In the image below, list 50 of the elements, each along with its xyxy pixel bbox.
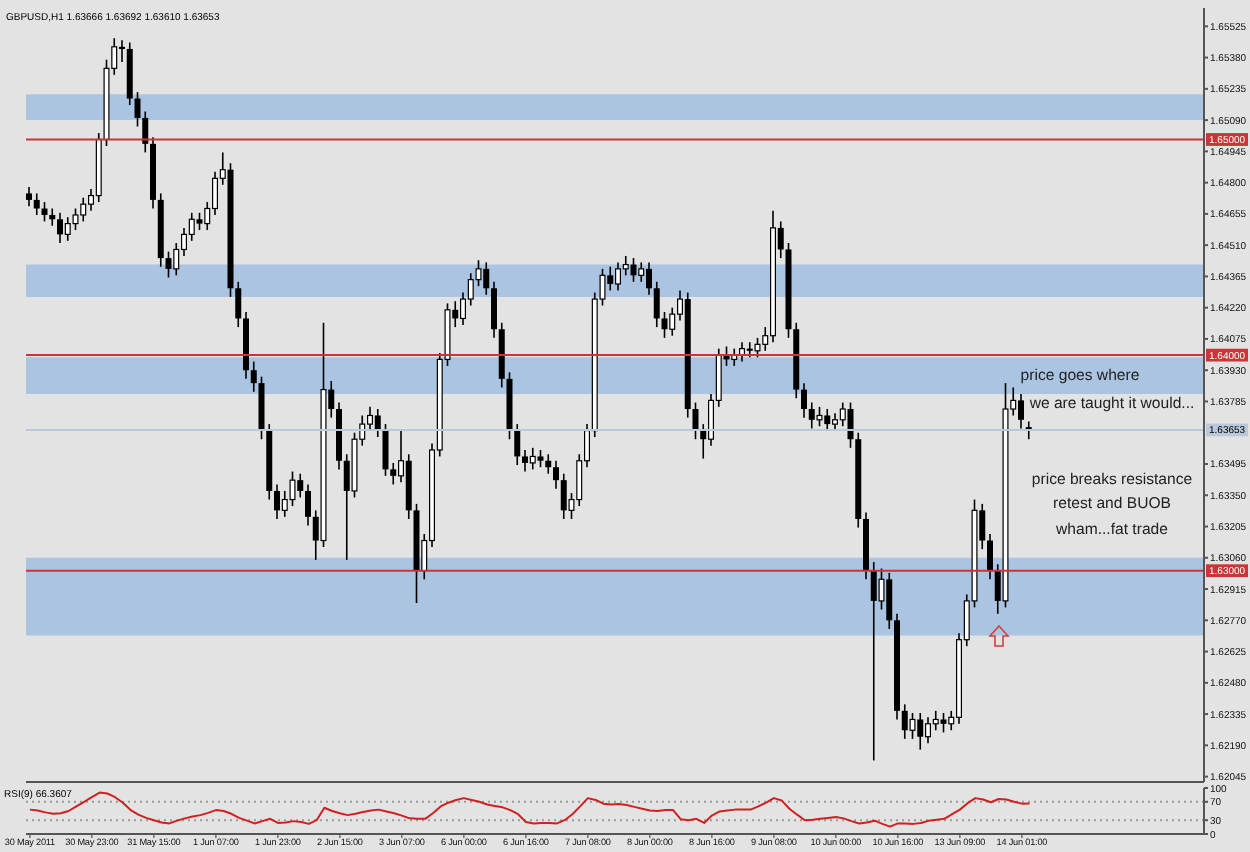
candlestick <box>987 533 993 581</box>
candlestick <box>382 423 389 477</box>
candlestick <box>522 449 528 473</box>
candlestick <box>615 261 621 292</box>
candlestick <box>297 472 304 499</box>
candlestick <box>374 408 381 438</box>
candlestick <box>661 311 668 339</box>
candlestick <box>917 712 924 751</box>
candlestick <box>119 39 125 63</box>
candlestick <box>940 712 947 734</box>
candlestick <box>816 406 823 428</box>
candlestick <box>529 447 536 471</box>
candlestick <box>545 453 552 475</box>
candlestick <box>901 703 908 740</box>
candlestick <box>80 196 87 223</box>
candlestick <box>925 716 931 744</box>
candlestick <box>746 341 753 359</box>
candlestick <box>553 459 559 490</box>
candlestick <box>26 186 32 208</box>
candlestick <box>188 212 195 242</box>
candlestick <box>638 261 645 283</box>
candlestick <box>274 483 280 520</box>
candlestick <box>41 201 48 223</box>
candlestick <box>212 171 218 216</box>
candlestick <box>669 306 676 337</box>
candlestick <box>801 382 807 419</box>
candlestick <box>483 261 490 296</box>
candlestick <box>824 408 831 432</box>
candlestick <box>808 401 815 430</box>
candlestick <box>646 261 652 296</box>
candlestick <box>57 212 63 244</box>
candlestick <box>305 483 311 527</box>
candlestick <box>560 472 567 520</box>
candlestick <box>886 572 893 630</box>
candlestick <box>653 281 660 328</box>
candlestick <box>607 265 614 292</box>
candlestick <box>64 216 71 242</box>
candlestick <box>909 712 916 740</box>
candlestick <box>165 250 172 279</box>
candlestick <box>622 255 629 277</box>
candlestick <box>491 281 497 339</box>
candlestick <box>49 207 56 227</box>
candlestick <box>250 360 257 393</box>
candlestick <box>173 242 180 277</box>
candlestick <box>630 257 637 283</box>
candlestick <box>932 710 939 732</box>
candlestick <box>870 561 877 762</box>
candlestick <box>367 406 373 432</box>
candlestick <box>33 192 40 216</box>
candlestick <box>1018 393 1024 430</box>
